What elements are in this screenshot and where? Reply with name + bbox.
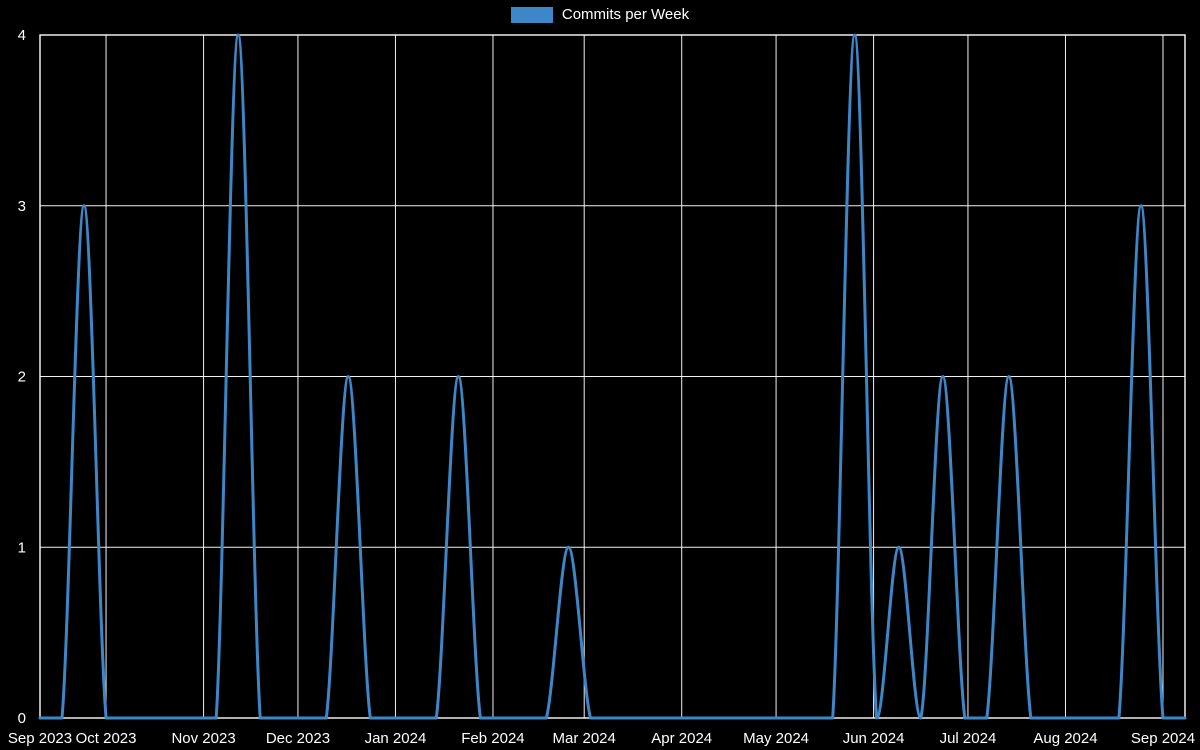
- x-tick-label: Nov 2023: [171, 730, 235, 747]
- y-tick-label: 3: [18, 198, 26, 215]
- x-tick-label: Sep 2023: [8, 730, 72, 747]
- x-tick-label: Dec 2023: [266, 730, 330, 747]
- x-tick-label: May 2024: [743, 730, 809, 747]
- y-tick-label: 0: [18, 710, 26, 727]
- x-tick-label: Feb 2024: [461, 730, 524, 747]
- x-tick-label: Sep 2024: [1131, 730, 1195, 747]
- x-tick-label: Aug 2024: [1033, 730, 1097, 747]
- y-tick-label: 2: [18, 369, 26, 386]
- commits-line-series: [38, 33, 1187, 720]
- legend: Commits per Week: [0, 7, 1200, 23]
- legend-swatch: [510, 7, 553, 23]
- x-tick-label: Mar 2024: [553, 730, 616, 747]
- y-tick-label: 4: [18, 27, 26, 44]
- x-tick-label: Apr 2024: [651, 730, 712, 747]
- y-tick-label: 1: [18, 539, 26, 556]
- legend-item-commits-per-week[interactable]: Commits per Week: [510, 6, 690, 23]
- legend-label: Commits per Week: [561, 6, 690, 23]
- x-tick-label: Jul 2024: [940, 730, 997, 747]
- x-tick-label: Oct 2023: [76, 730, 137, 747]
- x-tick-label: Jun 2024: [843, 730, 905, 747]
- x-tick-label: Jan 2024: [365, 730, 427, 747]
